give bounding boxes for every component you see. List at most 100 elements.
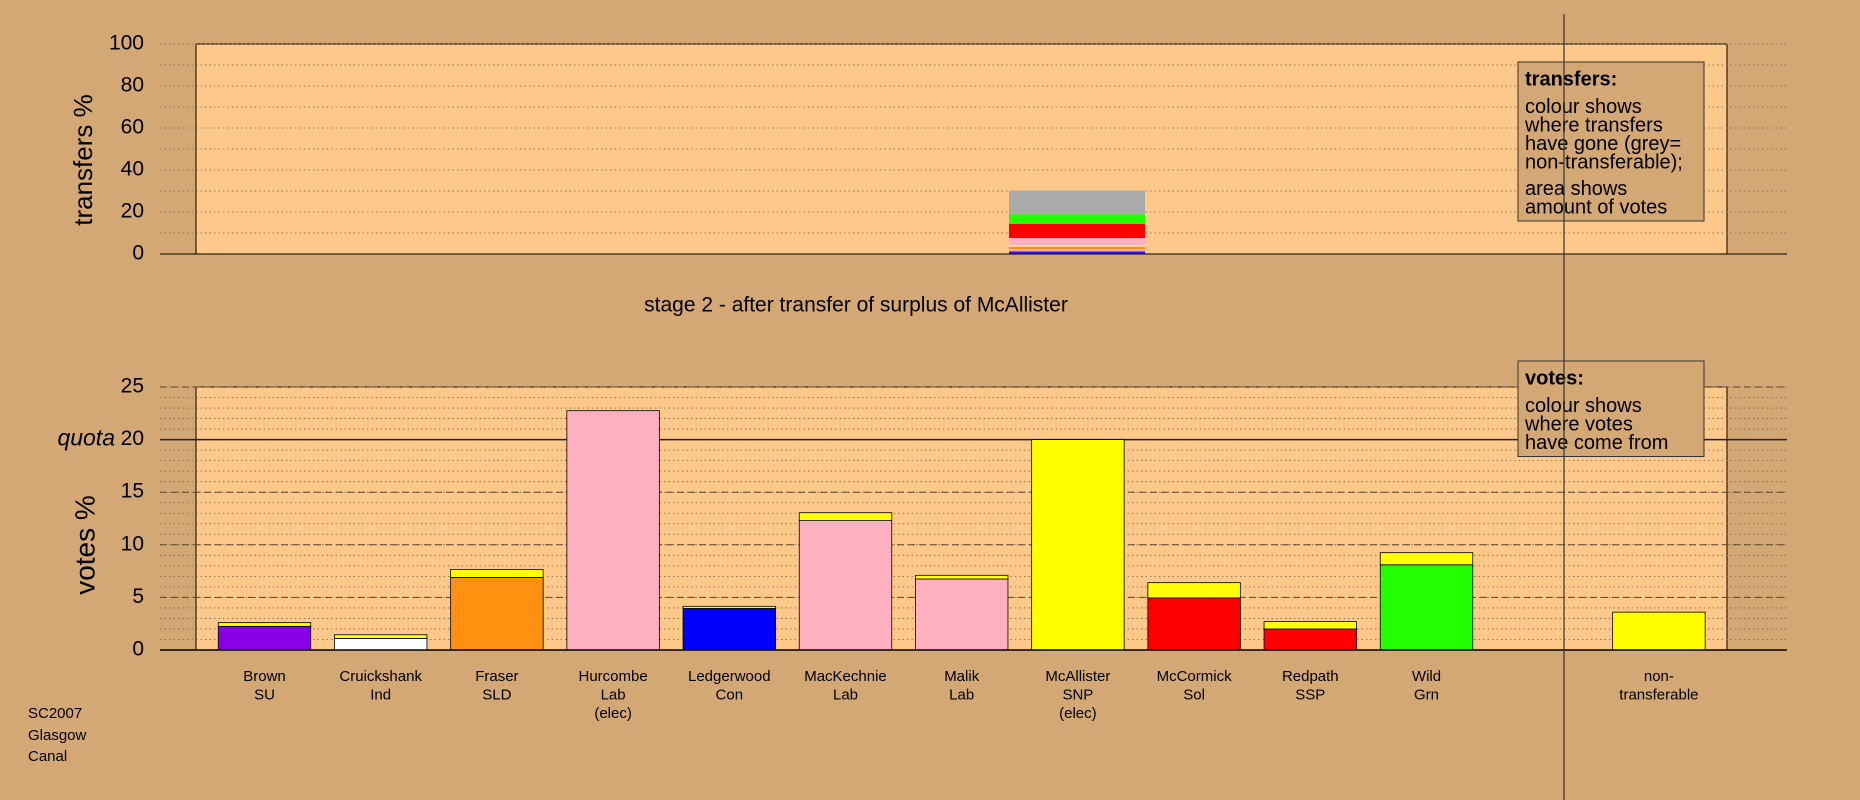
legend-text: where transfers [1524, 114, 1663, 136]
legend-text: have come from [1525, 432, 1668, 454]
x-tick-label: non-transferable [1619, 668, 1698, 704]
x-tick-label: MacKechnie Lab [804, 668, 887, 704]
transfer-segment [1009, 214, 1145, 224]
legend-text: colour shows [1525, 96, 1642, 118]
x-tick-label-line: Redpath [1282, 668, 1339, 685]
x-tick-label-line: Lab [601, 686, 626, 703]
y-tick-label: 20 [121, 200, 144, 223]
transfer-segment [1009, 190, 1145, 215]
x-tick-label: Ledgerwood Con [688, 668, 771, 704]
bar [1379, 564, 1474, 651]
x-tick-label-line: (elec) [594, 705, 632, 722]
x-tick-label-line: non- [1644, 668, 1674, 685]
bar [566, 410, 660, 651]
x-tick-label-line: Grn [1414, 686, 1439, 703]
x-tick-label-line: Lab [949, 686, 974, 703]
transfer-bar [1147, 582, 1241, 599]
legend-box [1517, 61, 1705, 222]
y-tick-label: 0 [132, 242, 144, 265]
transfer-segment [1009, 251, 1145, 253]
transfer-bar [450, 569, 544, 578]
transfer-bar [1379, 552, 1474, 566]
x-tick-label-line: Brown [243, 668, 286, 685]
transfer-bar [217, 622, 312, 627]
transfer-segment [1009, 246, 1145, 249]
x-tick-label-line: Lab [833, 686, 858, 703]
x-tick-label-line: SNP [1062, 686, 1093, 703]
bar [682, 608, 776, 651]
bar [1147, 597, 1241, 651]
x-tick-label: McCormick Sol [1157, 668, 1232, 704]
legend-text: colour shows [1525, 395, 1642, 417]
legend-box [1517, 360, 1705, 457]
transfer-segment [1009, 252, 1145, 254]
x-tick-label-line: SU [254, 686, 275, 703]
x-tick-label: Hurcombe Lab (elec) [578, 668, 647, 722]
transfer-segment [1009, 238, 1145, 246]
legend-title: votes: [1525, 367, 1584, 389]
bar [1031, 439, 1125, 651]
transfer-segment [1009, 223, 1145, 239]
y-tick-label: 100 [109, 32, 144, 55]
x-tick-label: Malik Lab [944, 668, 980, 704]
x-tick-label-line: SSP [1295, 686, 1325, 703]
x-tick-label-line: Wild [1412, 668, 1441, 685]
transfer-bar [915, 574, 1009, 580]
footer: SC2007 [28, 705, 82, 722]
x-tick-label-line: McCormick [1157, 668, 1232, 685]
y-tick-label: 25 [121, 375, 144, 398]
y-tick-label: 20 [121, 427, 144, 450]
y-tick-label: 80 [121, 74, 144, 97]
bar [450, 577, 544, 651]
transfer-bar [334, 634, 428, 639]
transfer-segment [1009, 248, 1145, 252]
x-tick-label: Cruickshank Ind [339, 668, 422, 704]
x-tick-label-line: Ledgerwood [688, 668, 771, 685]
x-tick-label-line: Hurcombe [578, 668, 647, 685]
chart-title: stage 2 - after transfer of surplus of M… [644, 294, 1068, 317]
y-tick-label: 5 [132, 585, 144, 608]
bar [1263, 628, 1357, 651]
x-tick-label: McAllister SNP (elec) [1045, 668, 1110, 722]
x-tick-label-line: Cruickshank [339, 668, 422, 685]
x-tick-label-line: Ind [370, 686, 391, 703]
y-tick-label: 0 [132, 638, 144, 661]
x-tick-label-line: Sol [1183, 686, 1205, 703]
transfer-segment [1009, 245, 1145, 247]
legend-text: amount of votes [1525, 196, 1667, 218]
y-axis-title: votes % [69, 495, 100, 595]
footer: Glasgow [28, 727, 87, 744]
transfer-bar [682, 605, 776, 609]
transfer-bar [1612, 611, 1706, 651]
legend-title: transfers: [1525, 68, 1617, 90]
transfer-bar [798, 512, 893, 522]
x-tick-label: Fraser SLD [475, 668, 518, 704]
transfer-bar [1263, 621, 1357, 630]
y-tick-label: 15 [121, 480, 144, 503]
x-tick-label: Redpath SSP [1282, 668, 1339, 704]
x-tick-label: Wild Grn [1412, 668, 1441, 704]
legend-text: area shows [1525, 178, 1627, 200]
x-tick-label-line: (elec) [1059, 705, 1097, 722]
x-tick-label-line: McAllister [1045, 668, 1110, 685]
y-tick-label: 40 [121, 158, 144, 181]
bar [334, 638, 428, 651]
x-tick-label-line: transferable [1619, 686, 1698, 703]
y-tick-label: 10 [121, 532, 144, 555]
x-tick-label-line: Malik [944, 668, 980, 685]
bar [217, 625, 312, 651]
bar [798, 520, 893, 651]
legend-text: where votes [1524, 413, 1633, 435]
x-tick-label: Brown SU [243, 668, 286, 704]
quota-label: quota [57, 425, 115, 451]
y-tick-label: 60 [121, 116, 144, 139]
footer: Canal [28, 748, 67, 765]
bar [915, 578, 1009, 651]
x-tick-label-line: Con [716, 686, 744, 703]
x-tick-label-line: Fraser [475, 668, 518, 685]
x-tick-label-line: SLD [482, 686, 511, 703]
